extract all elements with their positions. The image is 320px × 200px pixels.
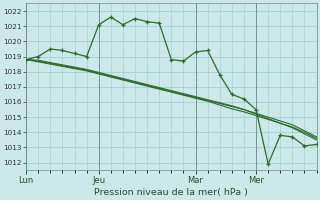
X-axis label: Pression niveau de la mer( hPa ): Pression niveau de la mer( hPa ) bbox=[94, 188, 248, 197]
